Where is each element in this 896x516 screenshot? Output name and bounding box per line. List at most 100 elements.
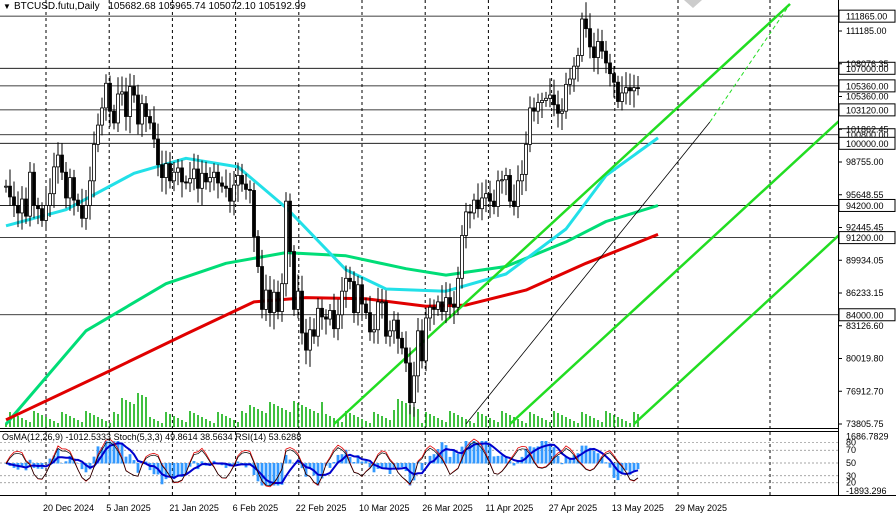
- osma-bar: [464, 441, 468, 464]
- price-tick-label: 111185.00: [846, 26, 887, 36]
- candle-body: [616, 81, 620, 102]
- osma-bar: [80, 463, 84, 470]
- level-label: 91200.00: [846, 233, 884, 243]
- osma-bar: [548, 443, 552, 464]
- candle-body: [300, 290, 304, 334]
- osma-bar: [296, 463, 300, 464]
- candle-body: [284, 200, 288, 285]
- osma-bar: [364, 459, 368, 464]
- candle-body: [612, 73, 616, 83]
- price-tick-label: 98755.00: [846, 157, 884, 167]
- osma-bar: [636, 463, 640, 470]
- candle-body: [464, 211, 468, 236]
- candle-body: [112, 110, 116, 124]
- candle-body: [4, 185, 8, 188]
- candle-body: [428, 306, 432, 319]
- candle-body: [184, 181, 188, 184]
- osma-bar: [424, 462, 428, 464]
- candle-body: [132, 86, 136, 96]
- candle-body: [136, 94, 140, 125]
- candle-body: [432, 306, 436, 310]
- level-box: [838, 198, 896, 212]
- price-tick-label: 92445.45: [846, 223, 884, 233]
- level-box: [838, 79, 896, 93]
- indicator-tick-label: 1686.7829: [846, 431, 889, 441]
- osma-bar: [108, 441, 112, 464]
- candle-body: [380, 301, 384, 304]
- scroll-shift-icon[interactable]: [684, 0, 702, 8]
- dropdown-triangle-icon[interactable]: ▼: [3, 2, 11, 11]
- osma-bar: [292, 463, 296, 464]
- candle-body: [404, 347, 408, 364]
- candle-body: [400, 337, 404, 349]
- candle-body: [296, 290, 300, 310]
- candle-body: [252, 190, 256, 237]
- osma-bar: [472, 441, 476, 464]
- osma-bar: [84, 463, 88, 473]
- candle-body: [408, 362, 412, 404]
- date-label: 5 Jan 2025: [106, 503, 151, 513]
- osma-bar: [508, 461, 512, 464]
- candle-body: [236, 175, 240, 186]
- candle-body: [16, 205, 20, 214]
- median-trendline: [465, 121, 711, 425]
- osma-bar: [60, 463, 64, 464]
- osma-bar: [612, 463, 616, 478]
- horizontal-levels: 111865.00 107000.00 105360.00 103120.00 1008…: [0, 9, 896, 322]
- price-axis-labels: 111185.00 108076.35 105360.00 101862.45 9875…: [838, 26, 889, 429]
- level-label: 107000.00: [846, 64, 889, 74]
- price-tick-label: 80019.80: [846, 354, 884, 364]
- osma-bar: [496, 455, 500, 464]
- osma-bar: [380, 463, 384, 469]
- candle-body: [488, 193, 492, 202]
- candle-body: [148, 116, 152, 124]
- candle-body: [420, 330, 424, 362]
- level-label: 103120.00: [846, 105, 889, 115]
- candle-body: [472, 199, 476, 214]
- price-tick-label: 76912.70: [846, 386, 884, 396]
- date-label: 29 May 2025: [675, 503, 727, 513]
- candle-body: [340, 290, 344, 316]
- candle-body: [44, 205, 48, 221]
- price-tick-label: 108076.35: [846, 59, 889, 69]
- osma-bar: [76, 463, 80, 464]
- osma-bar: [300, 463, 304, 469]
- candle-body: [48, 193, 52, 206]
- chart-title: ▼ BTCUSD.futu,Daily 105682.68 105965.74 …: [3, 1, 306, 12]
- candle-body: [556, 104, 560, 114]
- osma-bar: [360, 461, 364, 464]
- candle-body: [212, 171, 216, 178]
- candle-body: [88, 180, 92, 206]
- osma-bar: [620, 463, 624, 475]
- candle-body: [572, 65, 576, 80]
- level-label: 105360.00: [846, 81, 889, 91]
- candle-body: [632, 87, 636, 92]
- candle-body: [336, 314, 340, 330]
- symbol-label: BTCUSD.futu,Daily: [14, 1, 100, 12]
- osma-bar: [192, 461, 196, 464]
- osma-bar: [448, 456, 452, 464]
- candle-body: [248, 188, 252, 191]
- candle-body: [436, 301, 440, 310]
- osma-signal-line: [5, 442, 639, 484]
- level-box: [838, 136, 896, 150]
- candle-body: [396, 319, 400, 339]
- osma-bar: [116, 441, 120, 464]
- osma-bar: [320, 463, 324, 479]
- candle-body: [376, 301, 380, 331]
- candle-body: [492, 200, 496, 207]
- date-label: 13 May 2025: [612, 503, 664, 513]
- osma-bar: [272, 463, 276, 486]
- osma-bar: [68, 455, 72, 464]
- candle-body: [500, 179, 504, 182]
- candle-body: [416, 330, 420, 377]
- candle-body: [524, 143, 528, 175]
- candle-body: [192, 168, 196, 180]
- candle-body: [196, 168, 200, 189]
- candle-body: [536, 102, 540, 112]
- candle-body: [608, 62, 612, 75]
- osma-bar: [628, 463, 632, 475]
- osma-bar: [536, 446, 540, 464]
- osma-bar: [152, 463, 156, 475]
